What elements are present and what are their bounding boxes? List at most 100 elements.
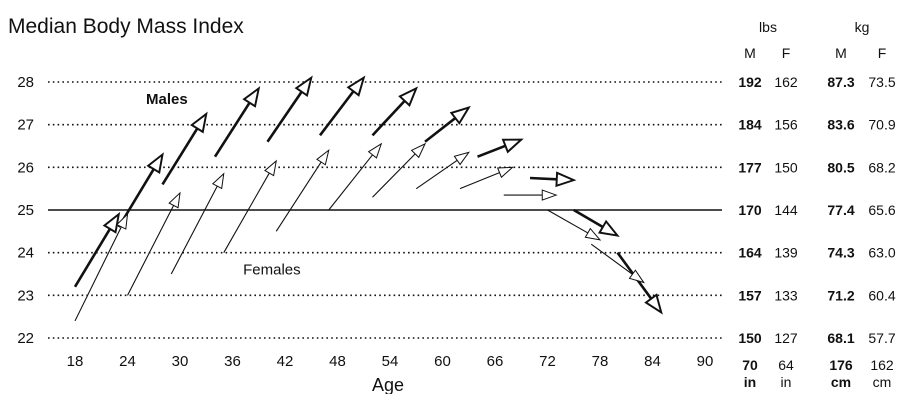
weight-value: 150 (738, 330, 762, 346)
arrow-shaft (318, 90, 355, 137)
y-tick-label: 28 (17, 74, 34, 91)
arrow-head (398, 86, 419, 107)
x-tick-label: 54 (382, 353, 399, 370)
arrow-shaft (529, 176, 557, 181)
males-arrow (73, 211, 121, 288)
arrow-head (410, 142, 427, 159)
weight-value: 184 (738, 117, 762, 133)
weight-value: 133 (774, 287, 798, 303)
arrow-head (453, 151, 470, 166)
y-axis-ticks: 22 23 24 25 26 27 28 (17, 74, 34, 347)
arrow-shaft (73, 228, 112, 288)
arrow-shaft (161, 127, 199, 186)
height-value: 176 (829, 357, 853, 373)
height-unit: in (781, 374, 792, 390)
arrow-head (316, 149, 330, 166)
weight-value: 157 (738, 287, 762, 303)
x-tick-label: 84 (644, 353, 661, 370)
arrow-head (555, 171, 577, 188)
males-arrow (161, 111, 208, 186)
arrow-head (242, 86, 261, 108)
height-unit: cm (873, 374, 892, 390)
weight-value: 177 (738, 159, 762, 175)
height-unit: in (744, 374, 756, 390)
weight-value: 70.9 (868, 117, 895, 133)
x-tick-label: 60 (434, 353, 451, 370)
females-arrow (459, 166, 514, 190)
weight-value: 63.0 (868, 245, 895, 261)
arrow-shaft (372, 153, 416, 198)
arrow-head (115, 212, 129, 230)
weight-value: 57.7 (868, 330, 895, 346)
females-label: Females (243, 262, 301, 279)
series-labels: Males Females (146, 91, 301, 279)
arrow-head (190, 111, 208, 134)
females-arrow (503, 189, 558, 201)
arrow-head (146, 152, 164, 175)
males-arrow (477, 138, 524, 158)
x-tick-label: 72 (539, 353, 556, 370)
weight-value: 162 (774, 74, 798, 90)
arrow-shaft (275, 161, 322, 232)
arrow-head (264, 159, 277, 177)
arrow-shaft (415, 159, 458, 190)
arrow-head (211, 172, 225, 190)
weight-value: 80.5 (827, 159, 854, 175)
females-arrow (127, 191, 181, 296)
arrow-head (644, 293, 663, 315)
arrow-head (449, 105, 471, 125)
arrow-shaft (424, 117, 457, 143)
arrow-head (367, 142, 383, 159)
grid-lines (48, 81, 722, 339)
weight-value: 87.3 (827, 74, 854, 90)
weight-value: 144 (774, 202, 798, 218)
weight-value: 74.3 (827, 245, 854, 261)
weight-conversion-table: lbs kg M F M F 192 162 87.3 73.5 184 156 83.6 70.9 177… (738, 19, 896, 390)
weight-value: 139 (774, 245, 798, 261)
males-arrow (616, 251, 663, 315)
arrow-head (597, 219, 620, 237)
height-value: 64 (778, 357, 794, 373)
x-axis-label: Age (372, 375, 404, 394)
arrow-head (541, 189, 558, 201)
arrow-shaft (573, 208, 604, 229)
sex-header: M (835, 45, 847, 61)
arrow-shaft (328, 154, 373, 211)
males-arrow (213, 86, 261, 158)
weight-value: 71.2 (827, 287, 854, 303)
weight-value: 77.4 (827, 202, 854, 218)
weight-value: 60.4 (868, 287, 895, 303)
females-arrow (275, 149, 330, 232)
arrow-shaft (213, 102, 251, 158)
weight-value: 170 (738, 202, 762, 218)
arrow-shaft (371, 99, 406, 137)
arrow-head (584, 227, 602, 241)
males-arrow (424, 105, 471, 143)
units-header: lbs (759, 19, 777, 35)
arrow-shaft (127, 205, 175, 296)
females-arrow (590, 243, 645, 284)
weight-value: 83.6 (827, 117, 854, 133)
x-tick-label: 48 (329, 353, 346, 370)
weight-value: 127 (774, 330, 798, 346)
arrow-shaft (547, 209, 589, 234)
females-arrow (415, 151, 470, 190)
arrow-shaft (477, 144, 506, 158)
x-axis-ticks: 18 24 30 36 42 48 54 60 66 72 78 84 90 (67, 353, 714, 370)
y-tick-label: 25 (17, 202, 34, 219)
arrow-shaft (74, 226, 122, 322)
females-arrow (328, 142, 383, 211)
x-tick-label: 66 (487, 353, 504, 370)
y-tick-label: 27 (17, 117, 34, 134)
x-tick-label: 78 (592, 353, 609, 370)
arrow-head (168, 191, 181, 209)
y-tick-label: 24 (17, 245, 34, 262)
chart-title: Median Body Mass Index (8, 15, 244, 38)
males-label: Males (146, 91, 188, 108)
height-value: 70 (742, 357, 758, 373)
height-value: 162 (870, 357, 894, 373)
weight-value: 68.1 (827, 330, 854, 346)
x-tick-label: 24 (119, 353, 136, 370)
weight-value: 73.5 (868, 74, 895, 90)
